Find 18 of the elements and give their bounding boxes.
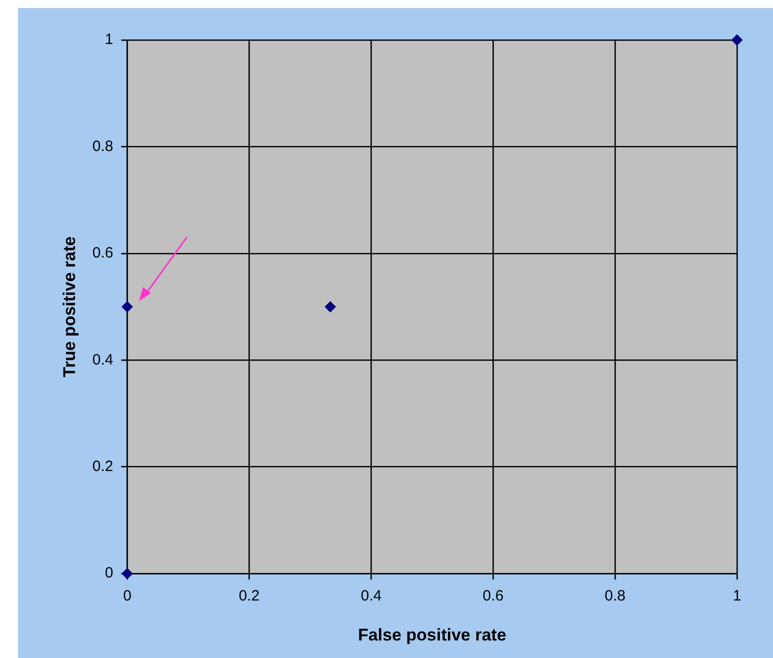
x-tick-label: 0.6 xyxy=(482,588,504,605)
y-tick-label: 0 xyxy=(104,564,114,582)
x-tick-label: 0.4 xyxy=(360,588,382,605)
x-tick-label: 0 xyxy=(123,588,132,605)
x-tick-label: 0.2 xyxy=(238,588,260,605)
point xyxy=(324,301,336,312)
point xyxy=(732,34,742,46)
y-tick-label: 0.4 xyxy=(92,351,114,368)
x-tick-label: 0.8 xyxy=(604,588,626,605)
y-tick-label: 1 xyxy=(104,31,114,48)
y-tick-label: 0.2 xyxy=(92,458,114,476)
y-tick-label: 0.6 xyxy=(92,244,114,262)
point xyxy=(122,568,133,580)
x-tick-label: 1 xyxy=(732,588,742,605)
x-axis-title: False positive rate xyxy=(358,625,506,644)
point xyxy=(122,301,133,312)
y-tick-label: 0.8 xyxy=(92,138,114,155)
y-axis-title: True positive rate xyxy=(60,236,79,378)
